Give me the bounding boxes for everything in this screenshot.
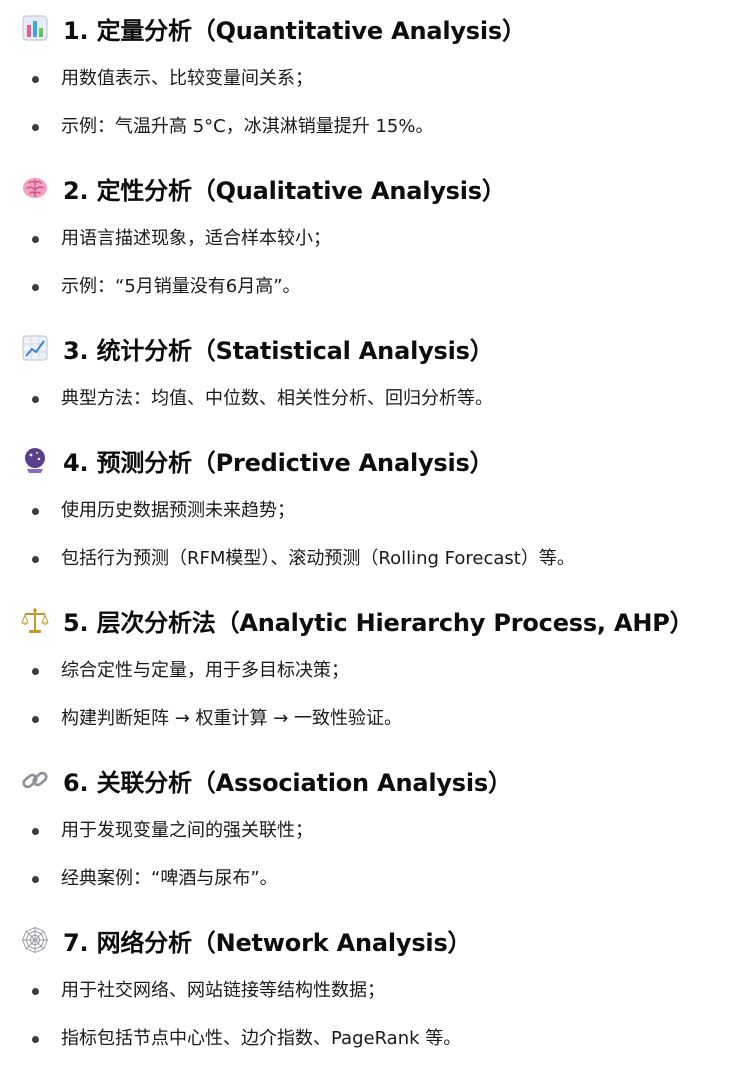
list-item-text: 构建判断矩阵 → 权重计算 → 一致性验证。 xyxy=(61,708,403,729)
section-heading: 2. 定性分析（Qualitative Analysis） xyxy=(21,171,506,205)
list-item-text: 示例：“5月销量没有6月高”。 xyxy=(61,276,301,297)
bullet-dot xyxy=(32,876,39,883)
bullet-dot xyxy=(32,828,39,835)
section-title: 3. 统计分析（Statistical Analysis） xyxy=(63,336,494,365)
section-heading: 5. 层次分析法（Analytic Hierarchy Process, AHP… xyxy=(21,603,694,637)
bullet-dot xyxy=(32,396,39,403)
list-item-text: 指标包括节点中心性、边介指数、PageRank 等。 xyxy=(61,1028,462,1049)
section-heading: 6. 关联分析（Association Analysis） xyxy=(21,763,512,797)
bullet-dot xyxy=(32,668,39,675)
bullet-dot xyxy=(32,284,39,291)
link-icon xyxy=(22,771,48,789)
section-title: 4. 预测分析（Predictive Analysis） xyxy=(63,448,494,477)
section-title: 7. 网络分析（Network Analysis） xyxy=(63,928,472,957)
section-heading: 4. 预测分析（Predictive Analysis） xyxy=(21,443,494,477)
bullet-dot xyxy=(32,716,39,723)
bullet-dot xyxy=(32,236,39,243)
crystal-ball-icon xyxy=(25,448,45,473)
bar-chart-icon xyxy=(22,15,48,41)
section-title: 5. 层次分析法（Analytic Hierarchy Process, AHP… xyxy=(63,608,694,637)
list-item-text: 示例：气温升高 5°C，冰淇淋销量提升 15%。 xyxy=(61,116,434,137)
spider-web-icon xyxy=(21,926,49,954)
balance-scale-icon xyxy=(21,608,49,633)
trend-chart-icon xyxy=(22,335,48,361)
bullet-dot xyxy=(32,508,39,515)
list-item-text: 用于发现变量之间的强关联性； xyxy=(61,820,313,841)
section-heading: 7. 网络分析（Network Analysis） xyxy=(21,923,472,957)
list-item-text: 用数值表示、比较变量间关系； xyxy=(61,68,313,89)
section-title: 2. 定性分析（Qualitative Analysis） xyxy=(63,176,506,205)
brain-icon xyxy=(23,178,47,198)
list-item-text: 使用历史数据预测未来趋势； xyxy=(61,500,295,521)
bullet-dot xyxy=(32,988,39,995)
section-heading: 3. 统计分析（Statistical Analysis） xyxy=(21,331,494,365)
section-title: 1. 定量分析（Quantitative Analysis） xyxy=(63,16,526,45)
list-item-text: 综合定性与定量，用于多目标决策； xyxy=(61,660,349,681)
bullet-dot xyxy=(32,556,39,563)
list-item-text: 包括行为预测（RFM模型）、滚动预测（Rolling Forecast）等。 xyxy=(61,548,575,569)
section-title: 6. 关联分析（Association Analysis） xyxy=(63,768,512,797)
section-heading: 1. 定量分析（Quantitative Analysis） xyxy=(21,11,526,45)
list-item-text: 用于社交网络、网站链接等结构性数据； xyxy=(61,980,385,1001)
list-item-text: 用语言描述现象，适合样本较小； xyxy=(61,228,331,249)
bullet-dot xyxy=(32,124,39,131)
list-item-text: 典型方法：均值、中位数、相关性分析、回归分析等。 xyxy=(61,388,493,409)
bullet-dot xyxy=(32,76,39,83)
bullet-dot xyxy=(32,1036,39,1043)
list-item-text: 经典案例：“啤酒与尿布”。 xyxy=(61,868,278,889)
